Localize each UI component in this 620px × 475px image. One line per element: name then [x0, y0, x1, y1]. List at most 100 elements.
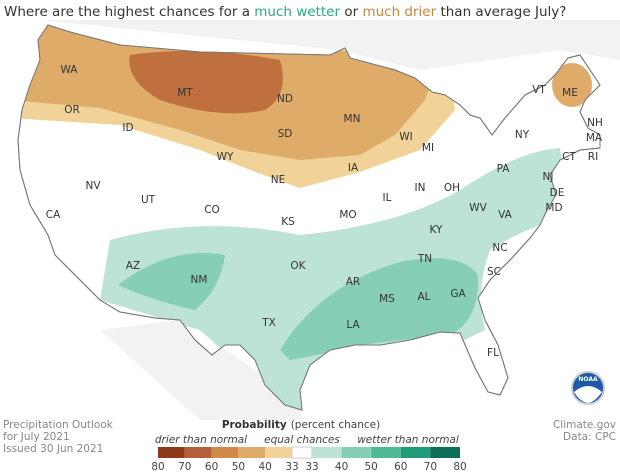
state-label: MI: [422, 142, 434, 154]
title-text: Where are the highest chances for a: [4, 4, 255, 20]
state-label: UT: [141, 194, 156, 206]
legend-wetter-label: wetter than normal: [357, 434, 459, 446]
state-label: PA: [497, 163, 511, 175]
legend-tick-label: 40: [335, 461, 348, 473]
legend-swatch: [238, 447, 266, 458]
legend-tick-label: 33: [285, 461, 298, 473]
legend-swatch: [341, 447, 372, 458]
state-label: IA: [348, 162, 359, 174]
state-label: AR: [346, 276, 360, 288]
state-label: NJ: [543, 171, 554, 183]
footer-issued: Issued 30 Jun 2021: [3, 443, 103, 455]
state-label: WI: [399, 131, 412, 143]
state-label: NH: [587, 117, 603, 129]
state-label: DE: [550, 187, 565, 199]
legend-swatch: [184, 447, 212, 458]
wetter-40-50: [118, 253, 225, 310]
state-label: AL: [417, 291, 430, 303]
state-label: TX: [261, 317, 276, 329]
state-label: MD: [545, 202, 562, 214]
state-label: OK: [290, 260, 306, 272]
footer-data: Data: CPC: [563, 431, 616, 443]
state-label: NM: [191, 274, 208, 286]
legend-swatch: [400, 447, 431, 458]
state-label: LA: [346, 319, 360, 331]
state-label: FL: [487, 347, 499, 359]
title-text: or: [340, 4, 363, 20]
legend-tick-label: 60: [205, 461, 218, 473]
state-label: OR: [64, 104, 80, 116]
legend-tick-label: 40: [259, 461, 272, 473]
state-label: SC: [487, 266, 501, 278]
state-label: RI: [588, 151, 598, 163]
state-label: TN: [417, 253, 432, 265]
logo-text: NOAA: [578, 376, 598, 383]
drier-maine: [552, 63, 592, 107]
state-label: VA: [498, 209, 513, 221]
canada: [0, 20, 620, 70]
state-label: NC: [492, 242, 507, 254]
state-label: MO: [339, 209, 356, 221]
state-label: NV: [85, 180, 101, 192]
state-label: KS: [281, 216, 295, 228]
legend-tick-label: 70: [424, 461, 437, 473]
legend-bar: 80 70 60 50 40 33 33 40 50 60 70 80: [151, 446, 467, 473]
legend-tick-label: 80: [453, 461, 466, 473]
legend-tick-label: 70: [178, 461, 191, 473]
state-labels: WA OR ID MT ND SD MN WI WY NE IA MI NV U…: [46, 64, 603, 359]
noaa-logo: NOAA: [571, 371, 605, 405]
legend-tick-label: 60: [394, 461, 407, 473]
legend-tick-label: 33: [305, 461, 318, 473]
legend-swatch: [265, 447, 292, 458]
state-label: KY: [430, 224, 444, 236]
legend-swatch: [371, 447, 401, 458]
state-label: ND: [277, 93, 293, 105]
state-label: WA: [61, 64, 79, 76]
legend-swatch: [158, 447, 185, 458]
legend-equal-label: equal chances: [264, 434, 340, 446]
state-label: MT: [177, 87, 193, 99]
wetter-33-40: [100, 148, 570, 410]
title: Where are the highest chances for a much…: [4, 4, 566, 20]
state-label: GA: [450, 288, 466, 300]
state-label: NE: [271, 174, 286, 186]
title-drier: much drier: [362, 4, 437, 20]
legend-drier-label: drier than normal: [155, 434, 247, 446]
legend-swatch: [211, 447, 239, 458]
state-label: CA: [46, 209, 61, 221]
legend-tick-label: 80: [151, 461, 164, 473]
state-label: OH: [444, 182, 460, 194]
title-text: than average July?: [436, 4, 567, 20]
footer-period: for July 2021: [3, 431, 70, 443]
mexico: [100, 320, 302, 420]
legend-title-main: Probability: [222, 419, 287, 431]
legend-tick-label: 50: [365, 461, 378, 473]
footer-source: Climate.gov: [553, 419, 616, 431]
state-label: MS: [379, 293, 395, 305]
state-label: CT: [562, 151, 576, 163]
state-label: NY: [515, 129, 530, 141]
state-label: CO: [204, 204, 220, 216]
state-label: WY: [217, 151, 234, 163]
title-wetter: much wetter: [254, 4, 341, 20]
state-label: IL: [383, 192, 392, 204]
legend-title: Probability (percent chance): [222, 419, 380, 431]
state-label: IN: [415, 182, 426, 194]
state-label: SD: [278, 128, 293, 140]
state-label: ME: [562, 87, 578, 99]
state-label: MA: [586, 132, 603, 144]
state-label: AZ: [126, 260, 140, 272]
drier-50-60: [129, 51, 283, 114]
legend-swatch-equal: [291, 446, 313, 459]
legend-swatch: [312, 447, 342, 458]
legend-swatch: [430, 447, 460, 458]
state-label: WV: [469, 202, 487, 214]
state-label: MN: [344, 113, 361, 125]
legend-subtitle: (percent chance): [291, 419, 381, 431]
state-label: VT: [532, 84, 546, 96]
state-label: ID: [122, 122, 133, 134]
footer-product: Precipitation Outlook: [3, 419, 114, 431]
legend-tick-label: 50: [232, 461, 245, 473]
